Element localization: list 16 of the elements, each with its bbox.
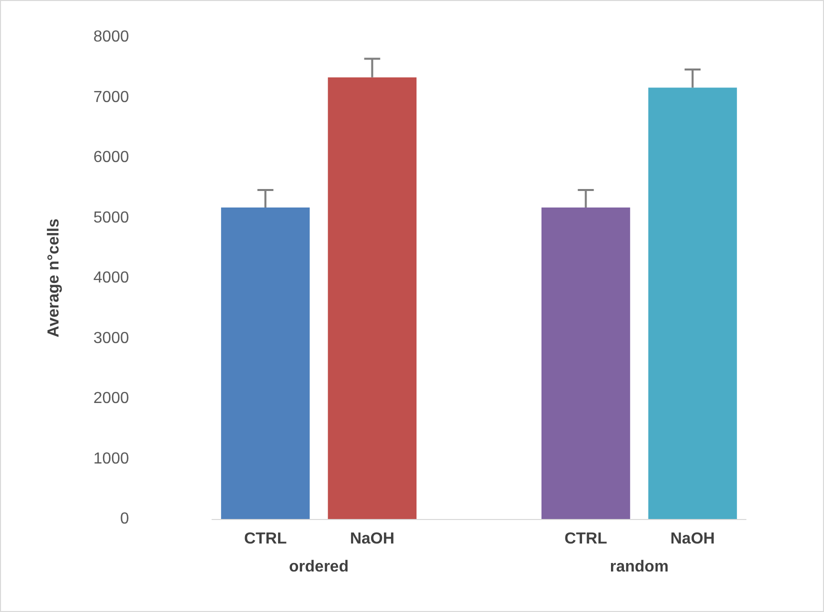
y-tick-label: 7000: [93, 88, 130, 106]
y-tick-label: 0: [120, 510, 130, 528]
y-axis-title: Average n°cells: [46, 218, 62, 338]
y-tick-label: 8000: [93, 28, 130, 46]
y-tick-label: 2000: [93, 390, 130, 407]
x-tick-label: NaOH: [670, 530, 715, 548]
y-tick-label: 3000: [93, 330, 130, 347]
y-tick-label: 1000: [93, 450, 130, 468]
y-tick-label: 6000: [93, 149, 130, 166]
text: random: [610, 558, 669, 576]
x-tick-label: CTRL: [244, 530, 287, 548]
x-tick-label: NaOH: [350, 530, 394, 548]
x-tick-label: CTRL: [564, 530, 608, 548]
y-tick-label: 4000: [93, 270, 130, 286]
y-tick-label: 5000: [93, 209, 130, 226]
text: ordered: [289, 558, 349, 576]
